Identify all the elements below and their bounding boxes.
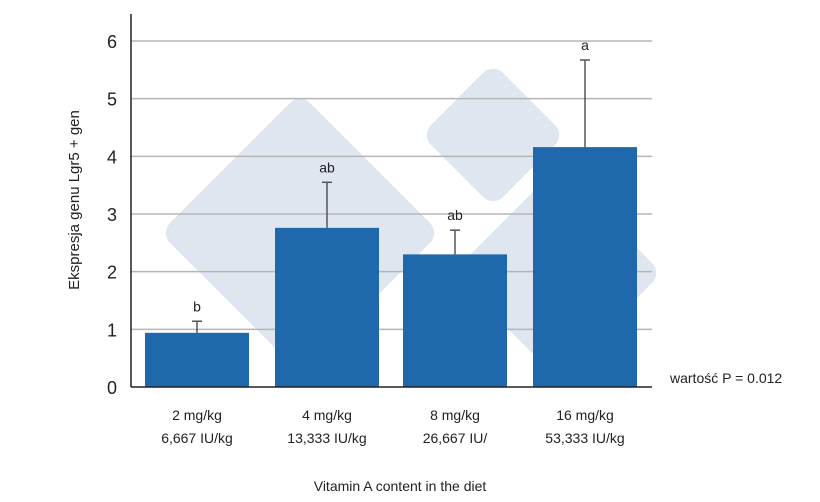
y-tick-label: 2 [107, 263, 117, 283]
x-tick-label: 53,333 IU/kg [545, 430, 624, 446]
x-tick-label: 2 mg/kg [172, 407, 222, 423]
x-tick-label: 13,333 IU/kg [287, 430, 366, 446]
x-tick-label: 4 mg/kg [302, 407, 352, 423]
significance-label: ab [447, 207, 463, 223]
x-tick-label: 16 mg/kg [556, 407, 614, 423]
significance-label: b [193, 298, 201, 314]
significance-label: a [581, 37, 589, 53]
y-tick-label: 4 [107, 147, 117, 167]
y-tick-label: 0 [107, 378, 117, 398]
labels: 0 1 2 3 4 5 6 b 2 mg/kg 6,667 IU/kg ab 4 mg/kg 13,33… [107, 32, 625, 446]
p-value-annotation: wartość P = 0.012 [669, 370, 782, 386]
bars [145, 147, 637, 387]
y-tick-label: 5 [107, 90, 117, 110]
y-axis-label: Ekspresja genu Lgr5 + gen [66, 110, 83, 290]
bar [145, 332, 249, 387]
y-tick-label: 6 [107, 32, 117, 52]
x-tick-label: 6,667 IU/kg [161, 430, 233, 446]
x-tick-label: 8 mg/kg [430, 407, 480, 423]
x-axis-label: Vitamin A content in the diet [314, 478, 487, 494]
y-tick-label: 1 [107, 320, 117, 340]
x-tick-label: 26,667 IU/ [423, 430, 488, 446]
watermark-diamond [426, 68, 560, 202]
bar [403, 254, 507, 387]
bar [533, 147, 637, 387]
y-tick-label: 3 [107, 205, 117, 225]
significance-label: ab [319, 159, 335, 175]
error-bars [192, 59, 590, 333]
bar [275, 227, 379, 387]
